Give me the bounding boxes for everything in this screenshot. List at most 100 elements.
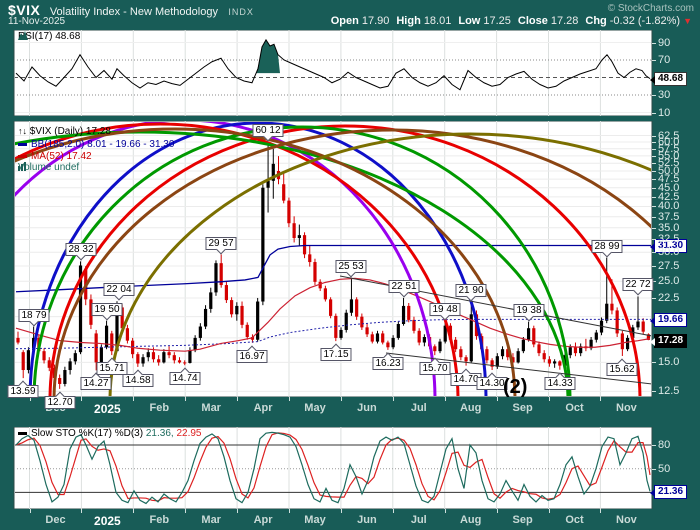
quote-label: Close [517, 15, 548, 27]
y-axis-tick-label: 47.5 [658, 173, 680, 186]
x-axis-month-label: Sep [512, 402, 533, 414]
volume-bars-icon [18, 162, 26, 171]
y-axis-tick [652, 362, 656, 364]
instrument-name: Volatility Index - New Methodology [49, 6, 218, 18]
ma-legend-text: MA(52) 17.42 [31, 151, 92, 162]
x-axis-tick [496, 397, 498, 401]
x-axis-tick [548, 397, 550, 401]
x-axis-tick [392, 509, 394, 513]
x-axis-month-label: Nov [616, 514, 637, 526]
y-axis-tick [652, 60, 656, 61]
x-axis-month-label: Feb [149, 402, 170, 414]
y-axis-tick-label: 42.5 [658, 190, 680, 203]
y-axis-tick-label: 30.0 [658, 246, 680, 259]
y-axis-tick-label: 35.0 [658, 221, 680, 234]
quote-label: Chg [585, 15, 607, 27]
y-axis-tick-label: 22.5 [658, 291, 680, 304]
x-axis-month-label: Mar [201, 514, 221, 526]
quote-value: 17.90 [361, 15, 390, 27]
main-price-panel [13, 121, 653, 397]
y-axis-tick-label: 37.5 [658, 210, 680, 223]
bb-line-swatch [18, 142, 27, 146]
quote-value: 17.28 [550, 15, 579, 27]
y-axis-tick-label: 25.0 [658, 275, 680, 288]
y-axis-tick [652, 206, 656, 208]
x-axis-month-label: Oct [565, 402, 584, 414]
y-axis-tick-label: 52.5 [658, 157, 680, 170]
sto-k-value: 21.36, [145, 428, 174, 439]
y-axis-tick [652, 297, 656, 299]
y-axis-tick [652, 148, 656, 150]
x-axis-month-label: Jun [357, 402, 377, 414]
y-axis-tick-label: 57.5 [658, 142, 680, 155]
x-axis-tick [185, 509, 187, 513]
x-axis-month-label: Oct [565, 514, 584, 526]
cycle-count-annotation: (2) [503, 376, 528, 398]
y-axis-tick-label: 45.0 [658, 181, 680, 194]
x-axis-month-label: Jul [410, 402, 427, 414]
x-axis-month-label: Feb [149, 514, 170, 526]
x-axis-month-label: Nov [616, 402, 637, 414]
y-axis-tick [652, 42, 656, 44]
volume-legend-text: Volume undef [18, 162, 80, 173]
quote-bar: Open 17.90 High 18.01 Low 17.25 Close 17.28 Chg -… [324, 15, 692, 27]
sto-line-swatch [18, 431, 27, 435]
x-axis-tick [600, 509, 602, 513]
candlestick-icon: ↑↓ [18, 126, 27, 136]
x-axis-month-label: Aug [459, 402, 482, 414]
y-axis-tick [652, 227, 656, 229]
y-axis-tick [652, 155, 656, 157]
x-axis-tick [340, 397, 342, 401]
y-axis-tick-label: 50.0 [658, 164, 680, 177]
x-axis-month-label: May [304, 514, 326, 526]
x-axis-tick [392, 397, 394, 401]
x-axis-month-label: Mar [201, 402, 221, 414]
x-axis-tick [81, 397, 83, 401]
volume-legend: Volume undef [18, 162, 79, 173]
chart-header: $VIX Volatility Index - New Methodology … [0, 0, 700, 29]
y-axis-tick [652, 135, 656, 137]
rsi-panel [13, 30, 653, 116]
y-axis-tick [652, 391, 656, 393]
y-axis-tick [652, 216, 656, 218]
x-axis-tick [29, 509, 31, 513]
x-axis-tick [29, 397, 31, 401]
price-legend-text: $VIX (Daily) 17.28 [29, 126, 111, 137]
x-axis-month-label: Apr [253, 514, 273, 526]
quote-label: High [396, 15, 421, 27]
ma-line-swatch [18, 154, 27, 158]
sto-value-box: 21.36 [649, 485, 688, 499]
y-axis-tick [652, 95, 656, 96]
y-axis-tick [652, 252, 656, 254]
x-axis-tick [289, 397, 290, 401]
quote-label: Low [458, 15, 481, 27]
y-axis-tick-label: 40.0 [658, 200, 680, 213]
mountain-icon [18, 31, 28, 40]
x-axis-month-label: Aug [459, 514, 482, 526]
x-axis-month-label: Sep [512, 514, 533, 526]
x-axis-tick [496, 509, 498, 513]
y-axis-tick-label: 62.5 [658, 129, 680, 142]
y-axis-tick-label: 90 [658, 36, 671, 49]
sto-legend: Slow STO %K(17) %D(3) 21.36, 22.95 [18, 428, 201, 439]
x-axis-tick [548, 509, 550, 513]
y-axis-tick [652, 187, 656, 189]
y-axis-tick [652, 141, 656, 143]
x-axis-tick [237, 397, 239, 401]
change-down-arrow-icon: ▼ [683, 16, 692, 26]
sto-d-value: 22.95 [176, 428, 202, 439]
rsi-value-box: 48.68 [649, 72, 688, 86]
x-axis-month-label: May [304, 402, 326, 414]
bb-legend: BB(185,2.0) 8.01 - 19.66 - 31.30 [18, 139, 174, 150]
y-axis-tick [652, 163, 656, 165]
y-axis-tick [652, 179, 656, 181]
quote-value: 17.25 [483, 15, 511, 27]
quote-value: 18.01 [423, 15, 452, 27]
x-axis-tick [444, 397, 446, 401]
y-axis-tick [652, 468, 656, 470]
x-axis-month-label: Jul [410, 514, 427, 526]
rsi-legend: RSI(17) 48.68 [18, 31, 80, 42]
y-axis-tick [652, 170, 656, 172]
y-axis-tick [652, 239, 656, 241]
